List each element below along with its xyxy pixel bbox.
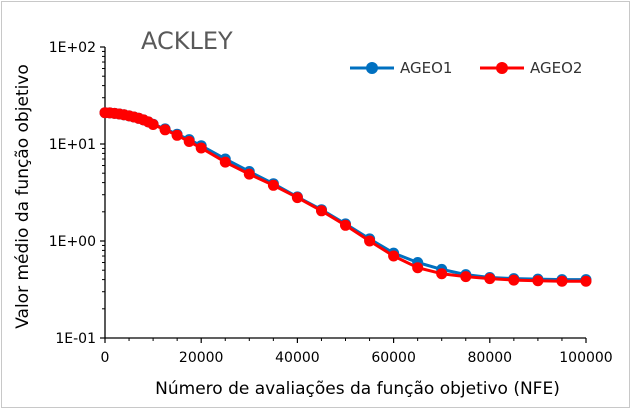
legend-item-ageo1: AGEO1 xyxy=(350,59,452,77)
data-point-ageo2 xyxy=(147,119,159,130)
x-tick-label: 60000 xyxy=(371,350,416,366)
data-point-ageo2 xyxy=(412,262,424,274)
legend-label-ageo2: AGEO2 xyxy=(530,59,582,77)
data-point-ageo2 xyxy=(316,205,327,217)
x-tick-label: 0 xyxy=(101,350,110,366)
x-tick-label: 80000 xyxy=(468,350,513,366)
data-point-ageo2 xyxy=(267,179,279,191)
data-point-ageo2 xyxy=(388,250,400,262)
x-tick-label: 40000 xyxy=(275,350,320,366)
series-ageo2 xyxy=(99,107,592,287)
legend-marker-ageo1 xyxy=(366,62,378,74)
data-point-ageo2 xyxy=(195,142,207,154)
legend-item-ageo2: AGEO2 xyxy=(480,59,582,77)
x-tick-label: 20000 xyxy=(179,350,224,366)
y-tick-label: 1E+02 xyxy=(49,40,96,56)
x-axis-title: Número de avaliações da função objetivo … xyxy=(155,379,560,399)
legend: AGEO1 AGEO2 xyxy=(350,59,582,77)
y-tick-label: 1E-01 xyxy=(55,331,96,347)
data-point-ageo2 xyxy=(183,136,195,147)
data-point-ageo2 xyxy=(291,192,303,204)
data-point-ageo2 xyxy=(580,275,592,287)
y-axis-title: Valor médio da função objetivo xyxy=(13,64,33,329)
data-point-ageo2 xyxy=(219,156,231,168)
legend-marker-ageo2 xyxy=(496,62,508,74)
data-point-ageo2 xyxy=(556,275,568,287)
legend-label-ageo1: AGEO1 xyxy=(400,59,452,77)
x-tick-label: 100000 xyxy=(559,350,612,366)
data-point-ageo2 xyxy=(243,168,255,180)
ticks: 1E-01 1E+00 1E+01 1E+02 0 20000 40000 60000 8000… xyxy=(49,40,613,366)
y-tick-label: 1E+00 xyxy=(49,234,96,250)
data-point-ageo2 xyxy=(340,219,351,231)
data-point-ageo2 xyxy=(364,235,376,247)
y-tick-label: 1E+01 xyxy=(49,137,96,153)
chart-title: ACKLEY xyxy=(141,27,233,55)
data-point-ageo2 xyxy=(159,124,171,136)
data-point-ageo2 xyxy=(436,268,448,280)
data-point-ageo2 xyxy=(484,273,496,285)
data-point-ageo2 xyxy=(508,274,520,286)
data-point-ageo2 xyxy=(171,129,183,141)
data-point-ageo2 xyxy=(532,275,544,287)
data-point-ageo2 xyxy=(460,271,472,283)
series-layer xyxy=(99,107,592,287)
axes xyxy=(104,47,586,339)
